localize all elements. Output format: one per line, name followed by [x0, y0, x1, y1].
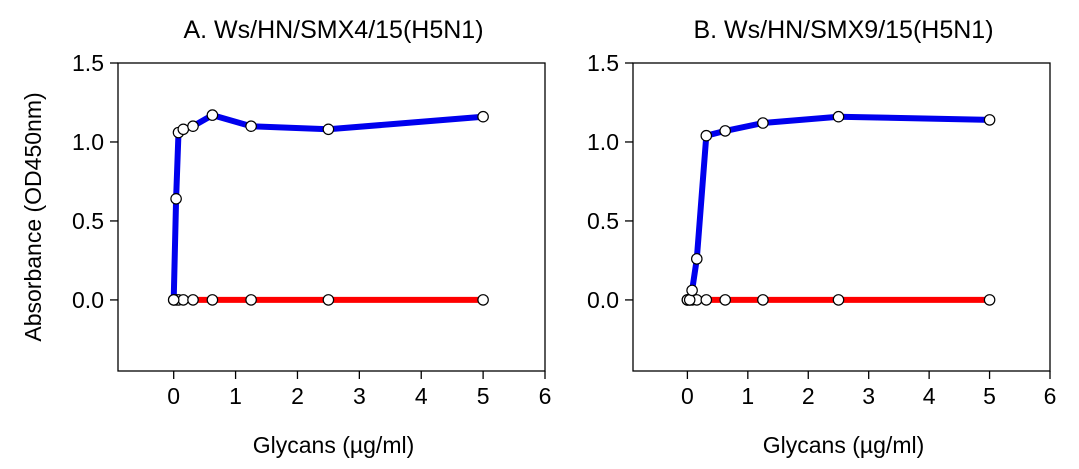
panel-a-y-tick-label: 1.0	[72, 129, 104, 155]
panel-b-chart: B. Ws/HN/SMX9/15(H5N1) Glycans (µg/ml) 0 1 2…	[587, 16, 1056, 458]
panel-b-x-tick-label: 0	[681, 383, 694, 409]
panel-a-point-blue	[170, 193, 182, 205]
panel-a-series-line-blue	[170, 112, 487, 303]
panel-a-point-red	[245, 294, 257, 306]
panel-b-y-tick-label: 1.5	[587, 50, 619, 76]
panel-b-x-axis-label: Glycans (µg/ml)	[763, 432, 925, 458]
panel-b-series-line-blue	[684, 113, 993, 303]
panel-a-point-red	[477, 294, 489, 306]
panel-a-x-tick-label: 5	[477, 383, 490, 409]
panel-a-point-red	[322, 294, 335, 306]
panel-b-point-blue	[700, 129, 713, 142]
panel-b-point-blue	[832, 110, 845, 123]
panel-a-y-tick-label: 1.5	[72, 50, 104, 76]
panel-a-chart: A. Ws/HN/SMX4/15(H5N1) Glycans (µg/ml) 0 1 2…	[72, 16, 551, 458]
panel-a-point-blue	[245, 120, 257, 132]
panel-b-frame	[632, 62, 1051, 372]
panel-a-x-tick-label: 6	[539, 383, 552, 409]
panel-a-x-axis-label: Glycans (µg/ml)	[253, 432, 415, 458]
panel-a-point-red	[206, 294, 219, 306]
panel-b-x-tick-label: 2	[802, 383, 815, 409]
panel-b-point-blue	[983, 114, 996, 126]
panel-b-point-blue	[686, 284, 698, 297]
panel-a-point-blue	[187, 120, 199, 132]
panel-b-point-blue	[757, 117, 769, 129]
panel-b-x-tick-label: 6	[1044, 383, 1057, 409]
panel-b-point-red	[719, 294, 731, 306]
panel-a-point-blue	[477, 110, 489, 123]
panel-b-point-blue	[719, 125, 731, 137]
panel-b-y-tick-label: 0.0	[587, 287, 619, 313]
panel-a-y-tick-label: 0.5	[72, 208, 104, 234]
panel-a-point-red	[187, 294, 199, 306]
panel-b-y-tick-label: 0.5	[587, 208, 619, 234]
panel-a-point-blue	[206, 109, 219, 121]
panel-a-point-red	[177, 294, 190, 306]
panel-a-x-tick-label: 4	[415, 383, 428, 409]
panel-a-y-tick-label: 0.0	[72, 287, 104, 313]
panel-b-x-tick-label: 3	[862, 383, 875, 409]
y-axis-label: Absorbance (OD450nm)	[20, 92, 46, 341]
panel-a-frame	[117, 62, 546, 372]
panel-a-x-tick-label: 2	[291, 383, 304, 409]
panel-b-y-tick-label: 1.0	[587, 129, 619, 155]
panel-a-point-blue	[177, 123, 190, 136]
panel-a-point-blue	[167, 294, 180, 306]
panel-b-title: B. Ws/HN/SMX9/15(H5N1)	[693, 16, 993, 44]
panel-b-x-tick-label: 1	[741, 383, 754, 409]
panel-a-point-blue	[322, 123, 335, 136]
panel-b-point-red	[832, 294, 845, 306]
panel-a-x-tick-label: 3	[353, 383, 366, 409]
panel-b-point-blue	[690, 253, 703, 265]
panel-b-point-red	[983, 294, 996, 306]
panel-b-point-red	[757, 294, 769, 306]
panel-b-point-red	[700, 294, 713, 306]
panel-a-x-tick-label: 0	[167, 383, 180, 409]
panel-b-x-tick-label: 4	[923, 383, 936, 409]
panel-b-x-tick-label: 5	[983, 383, 996, 409]
panel-a-x-tick-label: 1	[229, 383, 242, 409]
panel-b-point-blue	[683, 294, 696, 306]
panel-a-title: A. Ws/HN/SMX4/15(H5N1)	[183, 16, 483, 44]
